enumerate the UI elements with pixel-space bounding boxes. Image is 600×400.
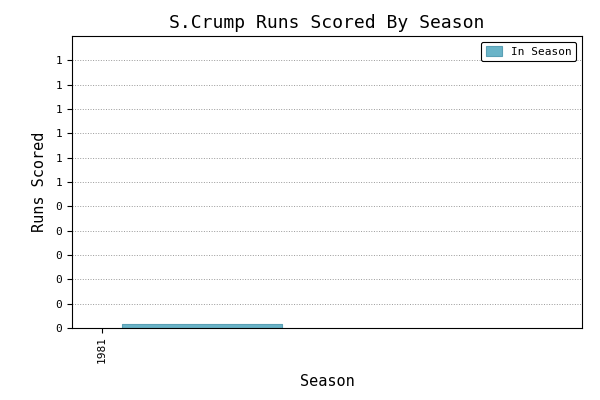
Legend: In Season: In Season bbox=[481, 42, 577, 61]
X-axis label: Season: Season bbox=[299, 374, 355, 389]
Title: S.Crump Runs Scored By Season: S.Crump Runs Scored By Season bbox=[169, 14, 485, 32]
Y-axis label: Runs Scored: Runs Scored bbox=[32, 132, 47, 232]
